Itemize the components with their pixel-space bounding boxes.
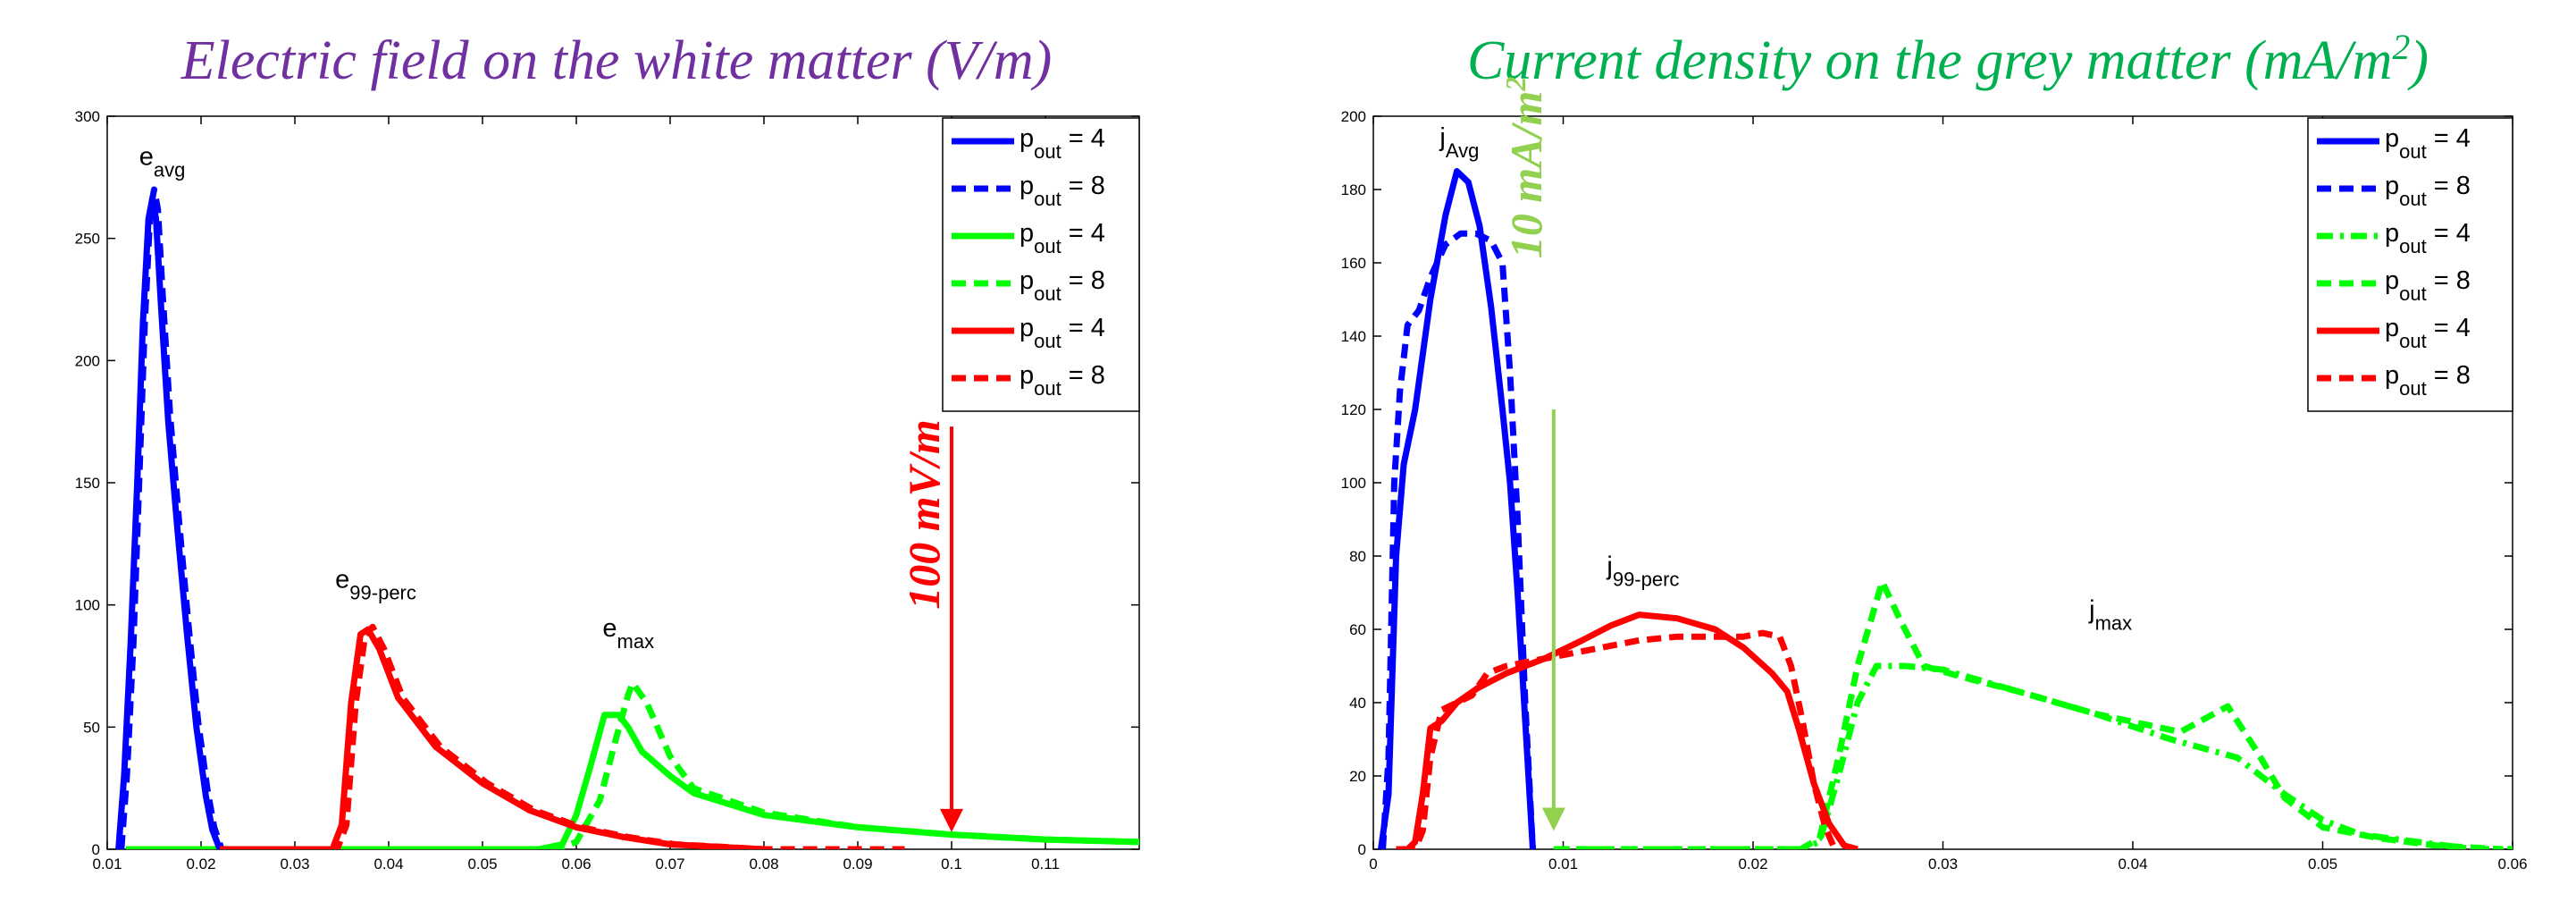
y-tick-label: 200: [1341, 108, 1366, 125]
x-tick-label: 0.02: [1738, 856, 1767, 872]
y-tick-label: 200: [75, 352, 100, 369]
x-tick-label: 0.01: [1548, 856, 1578, 872]
chart-title: Electric field on the white matter (V/m): [180, 30, 1053, 91]
legend-label: pout = 8: [2385, 172, 2471, 210]
series-line: [1401, 629, 1838, 849]
legend-label: pout = 8: [1019, 361, 1105, 400]
legend-box: [942, 117, 1140, 412]
y-tick-label: 50: [83, 719, 100, 736]
annotation-text: 100 mV/m: [899, 419, 949, 610]
y-tick-label: 20: [1349, 768, 1366, 785]
series-line: [220, 626, 765, 849]
y-tick-label: 0: [1358, 841, 1366, 858]
y-tick-label: 100: [75, 597, 100, 614]
legend-label: pout = 4: [2385, 124, 2471, 163]
x-tick-label: 0.08: [749, 856, 778, 872]
x-tick-label: 0.06: [2497, 856, 2527, 872]
x-tick-label: 0.04: [373, 856, 403, 872]
y-tick-label: 250: [75, 231, 100, 248]
curve-label: jmax: [2088, 596, 2132, 635]
legend-label: pout = 4: [1019, 219, 1105, 257]
curve-label: jAvg: [1439, 123, 1479, 162]
y-tick-label: 60: [1349, 621, 1366, 638]
y-tick-label: 40: [1349, 695, 1366, 712]
series-line: [1378, 168, 1536, 849]
series-line: [220, 623, 905, 849]
legend-label: pout = 4: [1019, 314, 1105, 352]
y-tick-label: 180: [1341, 181, 1366, 198]
x-tick-label: 0.05: [467, 856, 497, 872]
curve-label: e99-perc: [335, 566, 416, 604]
legend-label: pout = 4: [2385, 314, 2471, 352]
y-tick-label: 120: [1341, 401, 1366, 418]
x-tick-label: 0: [1369, 856, 1377, 872]
series-line: [126, 712, 1139, 849]
series-line: [1396, 611, 1859, 849]
series-line: [1553, 578, 2504, 849]
y-tick-label: 80: [1349, 548, 1366, 565]
legend-box: [2307, 117, 2513, 412]
y-tick-label: 100: [1341, 475, 1366, 492]
x-tick-label: 0.03: [1928, 856, 1958, 872]
y-tick-label: 300: [75, 108, 100, 125]
x-tick-label: 0.1: [941, 856, 962, 872]
y-tick-label: 140: [1341, 328, 1366, 345]
chart-electric-field: Electric field on the white matter (V/m)…: [75, 30, 1140, 872]
series-line: [1380, 230, 1536, 849]
annotation-arrow-head: [940, 808, 963, 832]
y-tick-label: 150: [75, 475, 100, 492]
curve-label: j99-perc: [1606, 552, 1679, 591]
x-tick-label: 0.05: [2308, 856, 2337, 872]
annotation-text: 10 mA/m2: [1499, 77, 1551, 259]
curve-label: eavg: [139, 143, 186, 181]
series-line: [118, 186, 225, 849]
x-tick-label: 0.04: [2118, 856, 2147, 872]
series-line: [115, 196, 223, 849]
curve-label: emax: [602, 614, 654, 653]
y-tick-label: 0: [92, 841, 100, 858]
x-tick-label: 0.07: [655, 856, 684, 872]
x-tick-label: 0.02: [186, 856, 215, 872]
legend-label: pout = 4: [2385, 219, 2471, 257]
legend-label: pout = 8: [2385, 361, 2471, 400]
x-tick-label: 0.06: [561, 856, 591, 872]
x-tick-label: 0.09: [843, 856, 872, 872]
legend-label: pout = 8: [1019, 266, 1105, 305]
x-tick-label: 0.03: [280, 856, 309, 872]
annotation-arrow-head: [1541, 807, 1565, 831]
x-tick-label: 0.11: [1031, 856, 1060, 872]
chart-current-density: Current density on the grey matter (mA/m…: [1341, 27, 2528, 873]
chart-title: Current density on the grey matter (mA/m…: [1467, 27, 2429, 92]
legend-label: pout = 8: [2385, 266, 2471, 305]
y-tick-label: 160: [1341, 255, 1366, 272]
series-line: [126, 679, 1139, 849]
x-tick-label: 0.01: [92, 856, 122, 872]
legend-label: pout = 4: [1019, 124, 1105, 163]
legend-label: pout = 8: [1019, 172, 1105, 210]
